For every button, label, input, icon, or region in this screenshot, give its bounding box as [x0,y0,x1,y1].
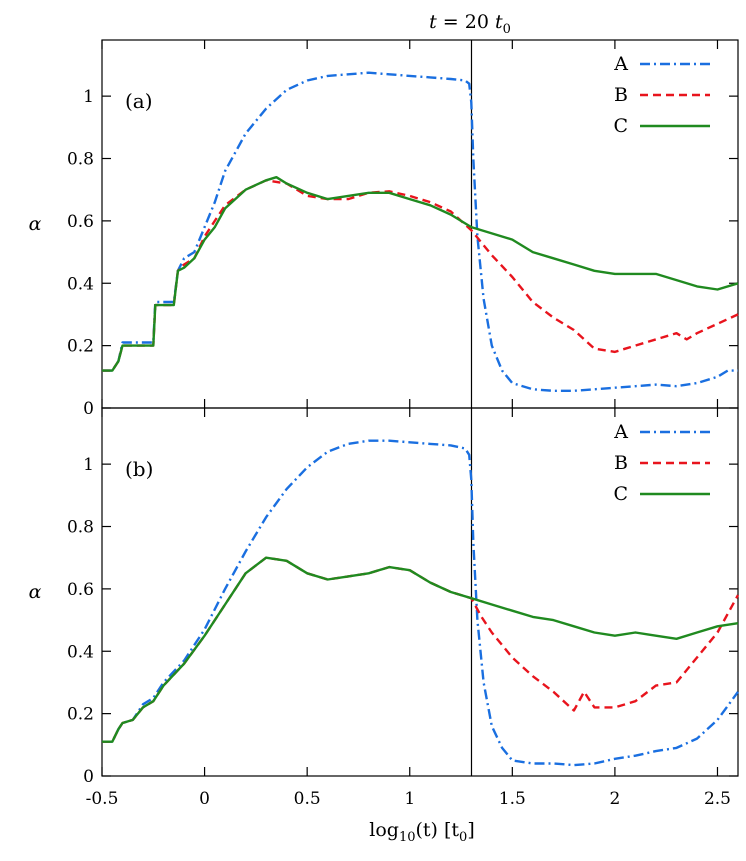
legend-label-b: B [614,452,628,474]
y-tick-label: 0 [83,399,94,419]
y-tick-label: 0 [83,767,94,787]
y-tick-label: 0.8 [67,150,94,170]
series-a-line [102,71,738,392]
legend-label-b: B [614,84,628,106]
legend-label-a: A [613,53,628,75]
series-c-line [102,556,739,743]
x-tick-label: 2 [609,789,620,809]
y-tick-label: 1 [83,87,94,107]
series-c-line [102,176,739,372]
y-tick-label: 0.6 [67,580,94,600]
legend-label-c: C [613,115,628,137]
top-annotation: t = 20 t0 [429,11,511,37]
series-a-line [102,439,739,767]
top-annotation-sub: 0 [503,22,511,37]
x-axis-label: log10(t) [t0] [369,819,475,845]
panel-label: (b) [125,457,153,481]
x-tick-label: 0.5 [294,789,321,809]
y-axis-label: α [29,213,42,235]
x-tick-label: 2.5 [704,789,731,809]
panel-label: (a) [125,89,153,113]
y-tick-label: 0.4 [67,642,94,662]
legend-label-c: C [613,483,628,505]
legend-label-a: A [613,421,628,443]
y-tick-label: 0.2 [67,337,94,357]
x-tick-label: 1.5 [499,789,526,809]
y-axis-label: α [29,581,42,603]
y-tick-label: 1 [83,455,94,475]
series-b-line [102,556,740,743]
panel-a: 0 0.2 0.4 0.6 0.8 1 α (a) ABC [29,39,739,419]
y-tick-label: 0.2 [67,705,94,725]
y-tick-label: 0.8 [67,518,94,538]
x-tick-label: 0 [199,789,210,809]
panel-b: 00.20.40.60.81-0.5 0 0.5 1 1.5 2 2.5α(b)ABC [29,407,740,809]
y-tick-label: 0.4 [67,274,94,294]
y-tick-label: 0.6 [67,212,94,232]
x-tick-label: -0.5 [86,789,119,809]
series-b-line [102,179,739,372]
x-tick-label: 1 [404,789,415,809]
plot-frame [101,407,739,777]
